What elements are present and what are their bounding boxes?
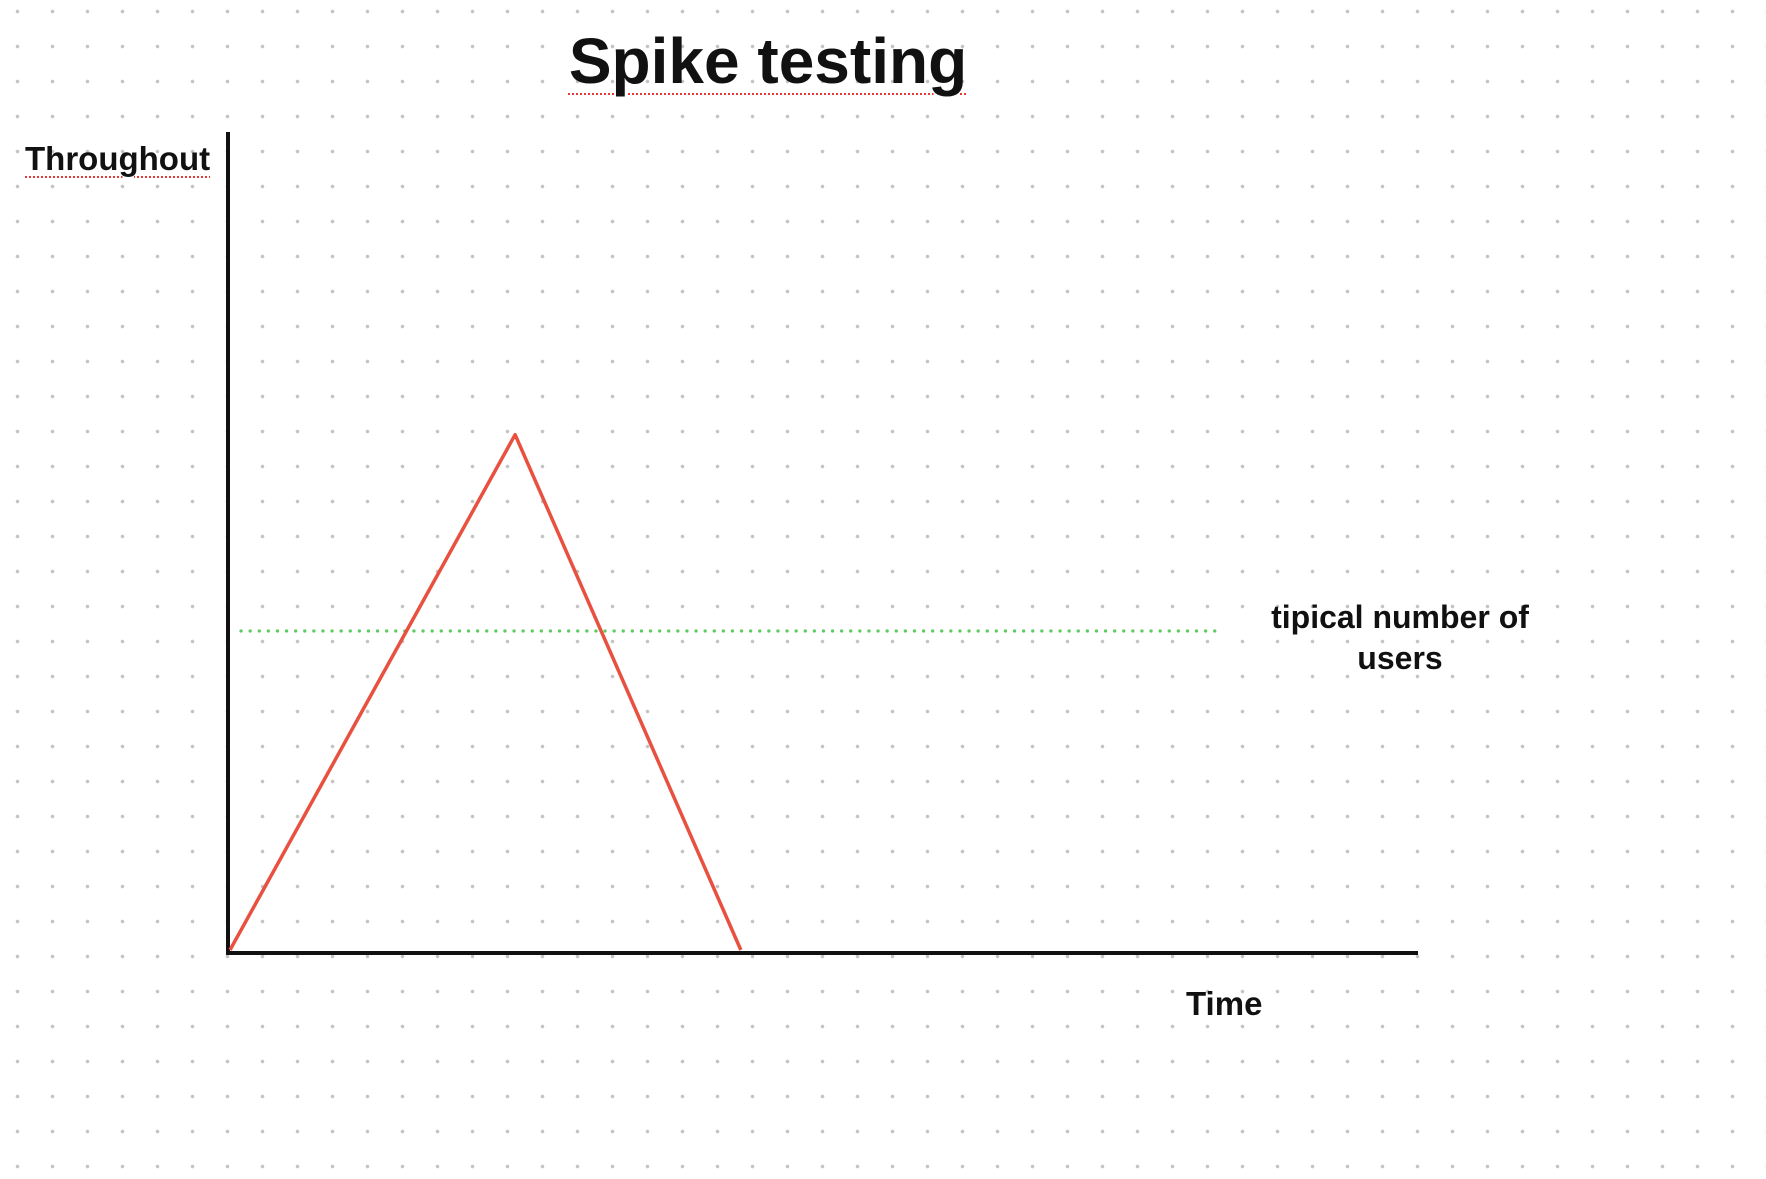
- x-axis-label: Time: [1186, 985, 1263, 1022]
- spike-series-line: [228, 432, 743, 951]
- reference-line-label: tipical number of users: [1271, 599, 1529, 676]
- y-axis-label: Throughout: [25, 140, 211, 177]
- page-title: Spike testing: [568, 25, 968, 97]
